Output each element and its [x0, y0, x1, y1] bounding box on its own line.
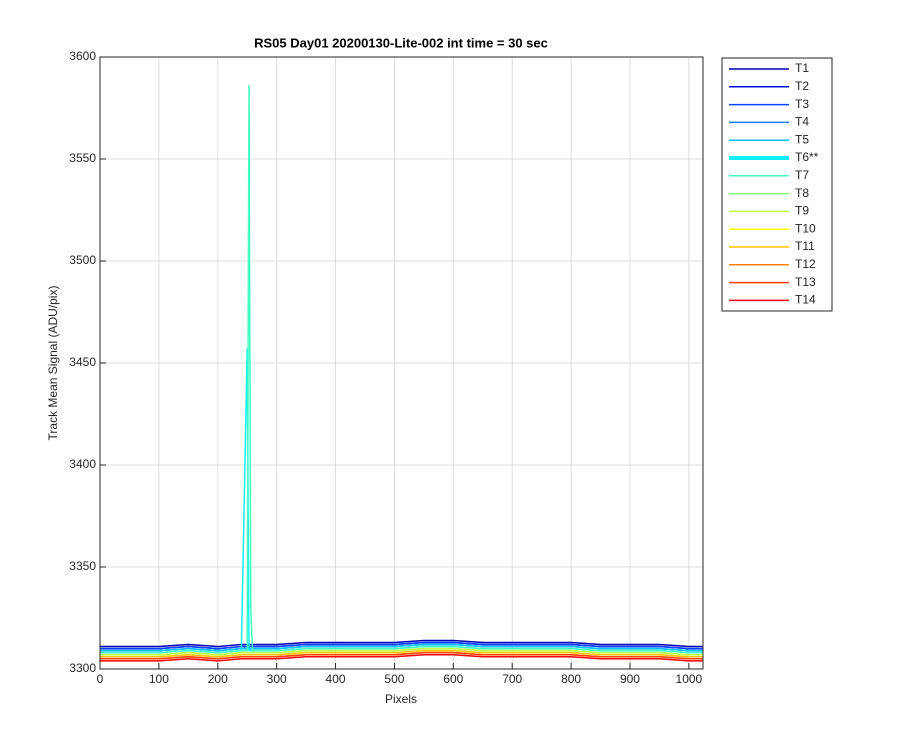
series-line — [100, 641, 703, 650]
series-line — [100, 643, 703, 652]
x-tick-label: 300 — [267, 672, 287, 686]
legend-label: T9 — [795, 204, 809, 218]
y-tick-label: 3300 — [69, 661, 96, 675]
y-tick-label: 3550 — [69, 151, 96, 165]
x-tick-label: 500 — [384, 672, 404, 686]
legend-label: T2 — [795, 79, 809, 93]
legend-label: T13 — [795, 275, 816, 289]
x-tick-label: 600 — [443, 672, 463, 686]
series-line — [100, 649, 703, 658]
y-tick-label: 3400 — [69, 457, 96, 471]
legend-label: T14 — [795, 293, 816, 307]
x-tick-label: 100 — [149, 672, 169, 686]
ticks: 0 100 200 300 400 500 600 700 800 900 1000 3300 3350… — [69, 49, 702, 686]
x-tick-label: 200 — [208, 672, 228, 686]
series-line — [100, 639, 703, 648]
lines — [100, 84, 703, 662]
legend-label: T10 — [795, 221, 816, 235]
x-tick-label: 900 — [620, 672, 640, 686]
legend-label: T8 — [795, 186, 809, 200]
series-line — [100, 84, 703, 654]
x-axis-label: Pixels — [385, 692, 417, 706]
series-line — [100, 653, 703, 662]
chart-title: RS05 Day01 20200130-Lite-002 int time = … — [254, 35, 548, 50]
legend-label: T11 — [795, 239, 815, 253]
x-tick-label: 700 — [502, 672, 522, 686]
x-tick-label: 400 — [326, 672, 346, 686]
legend-label: T4 — [795, 115, 809, 129]
legend-label: T7 — [795, 168, 809, 182]
legend-label: T12 — [795, 257, 816, 271]
x-tick-label: 1000 — [676, 672, 703, 686]
x-tick-label: 800 — [561, 672, 581, 686]
legend-box — [721, 57, 833, 312]
legend-label: T6** — [795, 150, 819, 164]
legend-label: T3 — [795, 97, 809, 111]
y-tick-label: 3500 — [69, 253, 96, 267]
x-tick-label: 0 — [97, 672, 104, 686]
y-axis-label: Track Mean Signal (ADU/pix) — [46, 286, 60, 441]
series-line — [100, 647, 703, 656]
y-tick-label: 3600 — [69, 49, 96, 63]
series-line — [100, 651, 703, 660]
y-tick-label: 3350 — [69, 559, 96, 573]
legend-label: T5 — [795, 132, 809, 146]
legend-label: T1 — [795, 61, 809, 75]
legend: T1 T2 T3 T4 T5 T6** T7 T8 T9 T10 T11 T12 T13 T14 — [721, 57, 833, 312]
y-tick-label: 3450 — [69, 355, 96, 369]
